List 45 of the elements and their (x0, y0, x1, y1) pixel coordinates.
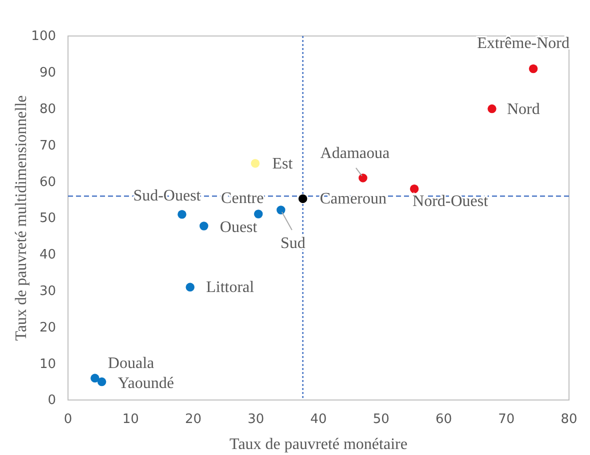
annotation: Sud (280, 234, 306, 252)
x-tick-label: 80 (560, 412, 578, 428)
x-tick-label: 60 (435, 412, 452, 428)
point (200, 222, 208, 230)
y-tick-label: 40 (39, 248, 56, 263)
y-tick-label: 30 (39, 284, 56, 299)
y-tick-label: 60 (39, 174, 56, 190)
point (358, 174, 368, 182)
point (97, 377, 106, 386)
annotation: Nord-Ouest (412, 192, 489, 210)
point (178, 210, 186, 219)
y-tick-label: 100 (31, 29, 56, 44)
y-tick-label: 90 (39, 66, 56, 81)
annotation: Ouest (220, 219, 258, 236)
point (250, 159, 260, 168)
point (298, 194, 308, 204)
point (488, 104, 496, 114)
x-axis-title: Taux de pauvreté monétaire (230, 436, 408, 453)
x-tick-label: 10 (122, 412, 139, 428)
point (410, 184, 419, 194)
annotation: Yaoundé (118, 374, 174, 392)
y-tick-label: 50 (39, 211, 56, 226)
y-tick-label: 70 (39, 138, 56, 154)
annotation: Adamaoua (320, 144, 390, 162)
annotation: Douala (108, 355, 154, 372)
x-tick-label: 0 (64, 412, 72, 428)
x-tick-label: 40 (310, 412, 327, 428)
y-tick-label: 20 (39, 320, 56, 336)
point (254, 210, 263, 218)
point (528, 64, 538, 74)
x-tick-label: 50 (372, 412, 390, 428)
y-tick-label: 10 (39, 356, 56, 372)
annotation: Littoral (206, 279, 255, 296)
x-tick-label: 70 (498, 412, 515, 428)
y-tick-label: 80 (39, 102, 56, 117)
x-tick-label: 20 (184, 412, 202, 428)
annotation: Est (272, 155, 294, 172)
point (276, 206, 286, 214)
annotation: Extrême-Nord (477, 34, 570, 52)
y-tick-label: 0 (48, 393, 56, 408)
y-axis-title: Taux de pauvreté multidimensionnelle (13, 95, 30, 341)
x-tick-label: 30 (248, 412, 264, 428)
point (186, 282, 194, 292)
annotation: Nord (506, 100, 540, 118)
point (90, 374, 100, 383)
